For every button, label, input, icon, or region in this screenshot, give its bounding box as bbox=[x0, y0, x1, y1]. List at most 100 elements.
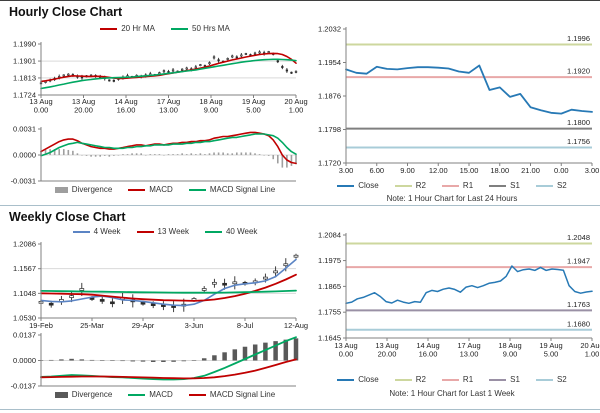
weekly-macd-chart: 0.0137 0.0000 -0.0137 bbox=[11, 331, 299, 391]
y-tick-label: 1.1048 bbox=[13, 289, 36, 298]
x-tick-label: 19-Feb bbox=[29, 321, 53, 330]
y-tick-label: 1.1876 bbox=[318, 92, 341, 101]
level-label-S1: 1.1763 bbox=[567, 300, 590, 309]
y-tick-label: 1.1990 bbox=[13, 40, 36, 49]
x-tick-label: 14 Aug bbox=[416, 341, 439, 350]
x-tick-label: 0.00 bbox=[554, 166, 569, 175]
x-tick-label: 3-Jun bbox=[185, 321, 204, 330]
level-label-S1: 1.1800 bbox=[567, 118, 590, 127]
legend-label: Close bbox=[358, 181, 379, 190]
legend-label: 50 Hrs MA bbox=[192, 24, 230, 33]
x-tick-label: 0.00 bbox=[339, 350, 354, 359]
legend-swatch bbox=[489, 184, 507, 187]
legend-swatch bbox=[394, 184, 412, 187]
hourly-pivot-note: Note: 1 Hour Chart for Last 24 Hours bbox=[386, 194, 518, 203]
legend-item-s2: S2 bbox=[535, 181, 567, 190]
legend-item-divergence: Divergence bbox=[54, 390, 112, 399]
legend-swatch bbox=[535, 378, 553, 381]
y-tick-label: 0.0000 bbox=[13, 356, 36, 365]
legend-label: R1 bbox=[462, 181, 474, 190]
legend-label: MACD Signal Line bbox=[209, 390, 276, 399]
section-divider bbox=[0, 205, 600, 206]
level-label-R1: 1.1947 bbox=[567, 257, 590, 266]
x-tick-label: 3.00 bbox=[585, 166, 600, 175]
x-tick-label: 0.00 bbox=[34, 106, 49, 115]
y-tick-label: 1.1724 bbox=[13, 91, 36, 100]
legend-label: 4 Week bbox=[93, 227, 121, 236]
legend-swatch bbox=[171, 27, 188, 30]
legend-label: 13 Week bbox=[157, 227, 189, 236]
x-tick-label: 1.00 bbox=[289, 106, 304, 115]
x-tick-label: 9.00 bbox=[400, 166, 415, 175]
weekly-title: Weekly Close Chart bbox=[9, 210, 126, 224]
legend-swatch bbox=[100, 27, 118, 30]
legend-swatch bbox=[337, 378, 355, 381]
y-tick-label: 0.0000 bbox=[13, 151, 36, 160]
legend-swatch bbox=[188, 393, 206, 396]
level-label-R2: 1.2048 bbox=[567, 233, 590, 242]
legend-swatch bbox=[441, 378, 459, 381]
x-tick-label: 9.00 bbox=[204, 106, 219, 115]
legend-label: R2 bbox=[415, 181, 426, 190]
x-tick-label: 18 Aug bbox=[199, 97, 222, 106]
x-tick-label: 12-Aug bbox=[284, 321, 308, 330]
y-tick-label: 1.1813 bbox=[13, 73, 36, 82]
x-tick-label: 19 Aug bbox=[539, 341, 562, 350]
x-tick-label: 17 Aug bbox=[157, 97, 180, 106]
legend-item-50-hrs-ma: 50 Hrs MA bbox=[171, 24, 230, 33]
x-tick-label: 20.00 bbox=[378, 350, 397, 359]
legend-item-macd-signal-line: MACD Signal Line bbox=[188, 185, 276, 194]
legend-label: S1 bbox=[510, 375, 520, 384]
y-tick-label: 1.1755 bbox=[318, 308, 341, 317]
y-tick-label: 1.2086 bbox=[13, 240, 36, 249]
legend-label: Divergence bbox=[71, 185, 113, 194]
x-tick-label: 5.00 bbox=[544, 350, 559, 359]
x-tick-label: 13 Aug bbox=[29, 97, 52, 106]
y-tick-label: 1.2032 bbox=[318, 25, 341, 34]
y-tick-label: 1.1645 bbox=[318, 334, 341, 343]
legend-item-close: Close bbox=[337, 181, 379, 190]
y-tick-label: 1.0530 bbox=[13, 314, 36, 323]
x-tick-label: 20.00 bbox=[74, 106, 93, 115]
x-tick-label: 13.00 bbox=[460, 350, 479, 359]
x-tick-label: 21.00 bbox=[521, 166, 540, 175]
weekly-pivot-legend: Close R2 R1 S1 S2 bbox=[306, 375, 598, 384]
legend-swatch bbox=[337, 184, 355, 187]
x-tick-label: 5.00 bbox=[246, 106, 261, 115]
legend-item-20-hr-ma: 20 Hr MA bbox=[100, 24, 155, 33]
level-label-R2: 1.1996 bbox=[567, 34, 590, 43]
y-tick-label: 1.1567 bbox=[13, 264, 36, 273]
x-tick-label: 13 Aug bbox=[375, 341, 398, 350]
x-tick-label: 18.00 bbox=[490, 166, 509, 175]
legend-item-s1: S1 bbox=[489, 375, 520, 384]
legend-item-40-week: 40 Week bbox=[204, 227, 258, 236]
legend-label: MACD Signal Line bbox=[209, 185, 276, 194]
hourly-pivot-chart: 1.1996 1.1920 1.1800 1.1756 1.2032 1.1954 1.18… bbox=[318, 25, 600, 176]
legend-label: S2 bbox=[556, 181, 567, 190]
y-tick-label: 1.1954 bbox=[318, 58, 341, 67]
legend-item-r2: R2 bbox=[394, 375, 426, 384]
x-tick-label: 13 Aug bbox=[72, 97, 95, 106]
y-tick-label: -0.0031 bbox=[11, 177, 36, 186]
x-tick-label: 20 Aug bbox=[580, 341, 600, 350]
hourly-price-legend: 20 Hr MA 50 Hrs MA bbox=[30, 24, 300, 33]
legend-label: 20 Hr MA bbox=[121, 24, 155, 33]
legend-swatch bbox=[54, 186, 68, 193]
x-tick-label: 16.00 bbox=[117, 106, 136, 115]
legend-item-r1: R1 bbox=[441, 181, 474, 190]
legend-swatch bbox=[72, 230, 90, 233]
hourly-macd-legend: Divergence MACD MACD Signal Line bbox=[30, 185, 300, 194]
legend-swatch bbox=[394, 378, 412, 381]
legend-label: 40 Week bbox=[225, 227, 258, 236]
legend-item-macd: MACD bbox=[128, 185, 173, 194]
hourly-title: Hourly Close Chart bbox=[9, 5, 123, 19]
y-tick-label: 0.0137 bbox=[13, 331, 36, 340]
x-tick-label: 20 Aug bbox=[284, 97, 307, 106]
legend-swatch bbox=[128, 393, 146, 396]
legend-label: MACD bbox=[149, 185, 173, 194]
legend-swatch bbox=[136, 230, 154, 233]
legend-item-close: Close bbox=[337, 375, 379, 384]
legend-label: Close bbox=[358, 375, 379, 384]
